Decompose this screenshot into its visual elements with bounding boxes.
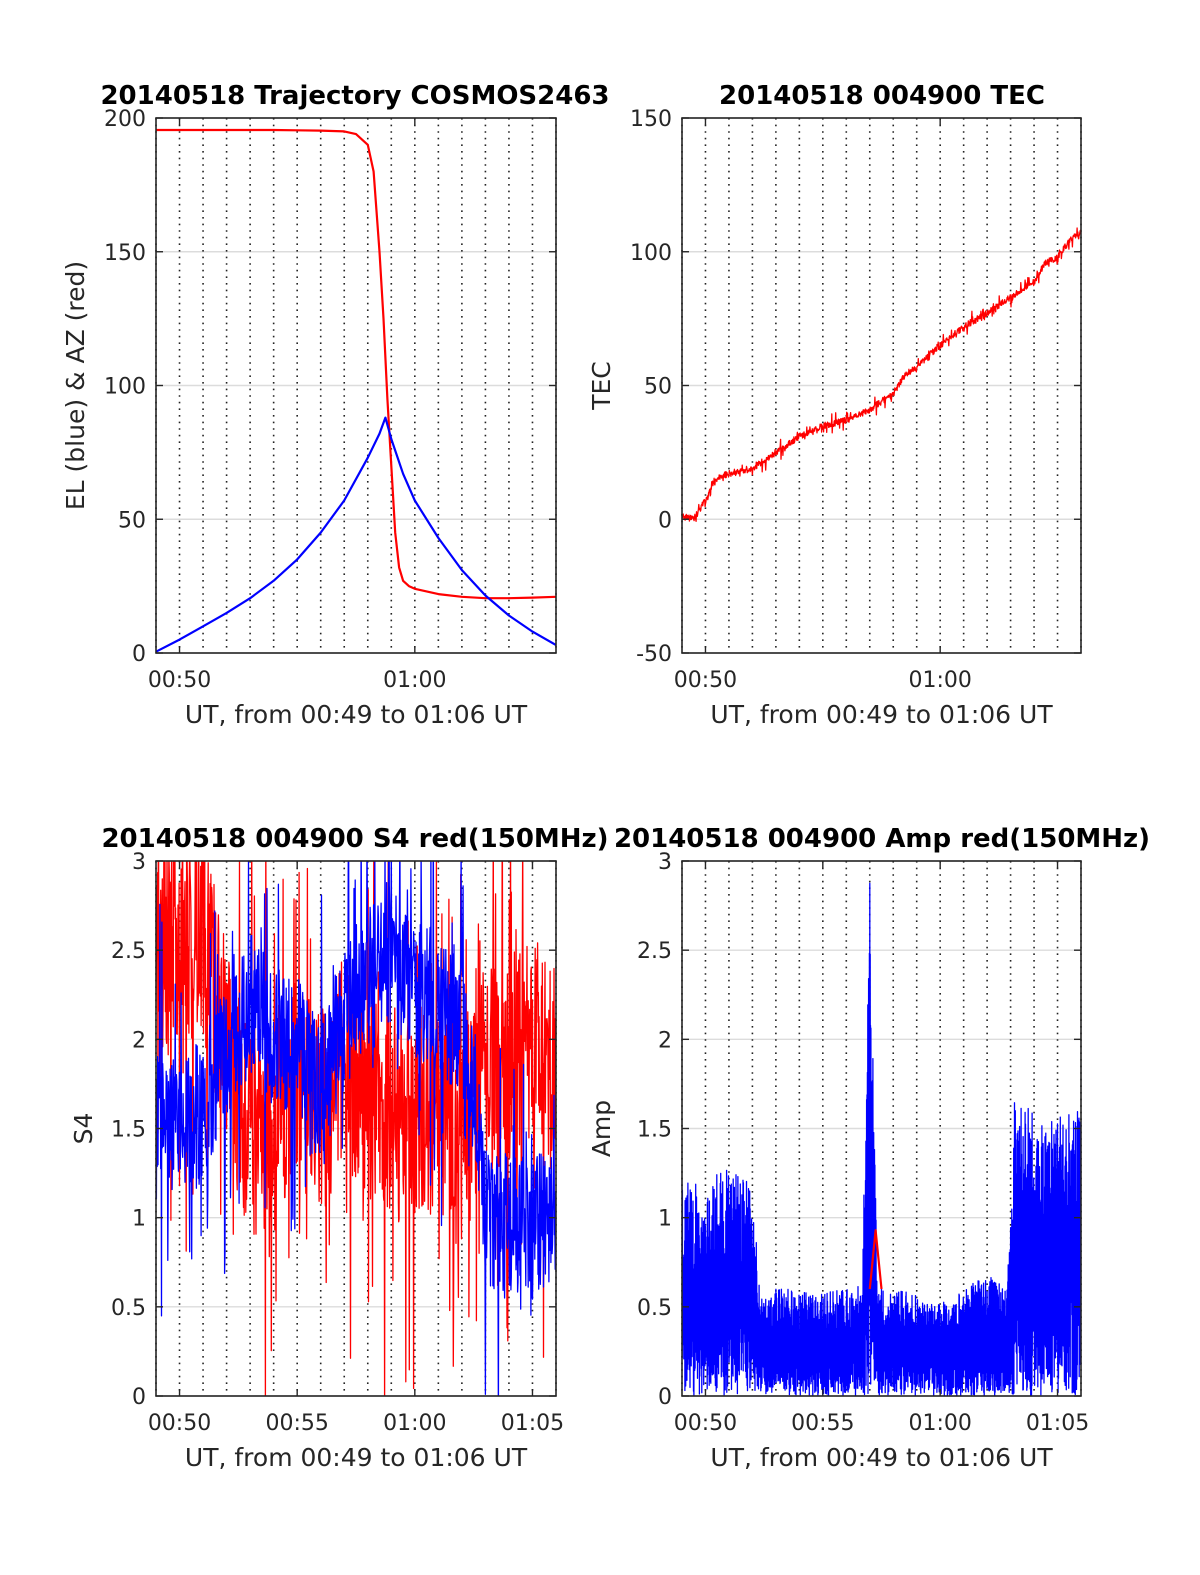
y-axis-label: TEC <box>587 361 616 411</box>
y-tick-label: 0 <box>132 642 146 667</box>
y-tick-label: 3 <box>658 850 672 875</box>
x-tick-label: 01:00 <box>383 1411 446 1436</box>
series-line <box>682 227 1081 523</box>
y-tick-label: 2 <box>132 1028 146 1053</box>
x-tick-label: 01:05 <box>501 1411 564 1436</box>
y-tick-label: 1 <box>132 1207 146 1232</box>
series-line <box>682 882 1081 1396</box>
x-tick-label: 01:00 <box>908 1411 971 1436</box>
tec-panel: -50 0 50 100 150 00:50 01:00 20140518 004900 TE… <box>587 81 1082 729</box>
y-tick-label: 2.5 <box>111 939 146 964</box>
x-axis-label: UT, from 00:49 to 01:06 UT <box>185 1443 528 1472</box>
y-tick-label: 100 <box>630 241 672 266</box>
y-tick-label: 2.5 <box>637 939 672 964</box>
x-tick-label: 01:00 <box>383 668 446 693</box>
x-tick-label: 01:00 <box>908 668 971 693</box>
y-axis-label: EL (blue) & AZ (red) <box>61 261 90 510</box>
y-axis-label: Amp <box>587 1100 616 1157</box>
y-tick-label: 0 <box>132 1385 146 1410</box>
amp-panel: 0 0.5 1 1.5 2 2.5 3 00:50 00:55 01:00 01:05 2014051… <box>587 824 1150 1472</box>
x-tick-label: 00:55 <box>791 1411 854 1436</box>
x-axis-label: UT, from 00:49 to 01:06 UT <box>185 700 528 729</box>
panel-title: 20140518 004900 TEC <box>719 81 1045 111</box>
y-tick-label: 0 <box>658 508 672 533</box>
y-tick-label: 150 <box>104 241 146 266</box>
y-tick-label: 150 <box>630 107 672 132</box>
series-line <box>156 861 556 1396</box>
y-tick-label: 50 <box>644 375 672 400</box>
panel-title: 20140518 Trajectory COSMOS2463 <box>100 81 609 111</box>
x-axis-label: UT, from 00:49 to 01:06 UT <box>710 700 1053 729</box>
y-tick-label: 200 <box>104 107 146 132</box>
x-tick-label: 00:50 <box>674 1411 737 1436</box>
trajectory-panel: 0 50 100 150 200 00:50 01:00 20140518 Trajector… <box>61 81 610 729</box>
x-tick-label: 00:55 <box>265 1411 328 1436</box>
y-tick-label: -50 <box>636 642 672 667</box>
y-tick-label: 1.5 <box>637 1118 672 1143</box>
y-tick-label: 0.5 <box>111 1296 146 1321</box>
x-tick-label: 00:50 <box>148 1411 211 1436</box>
y-tick-label: 50 <box>118 508 146 533</box>
y-tick-label: 3 <box>132 850 146 875</box>
y-tick-label: 1.5 <box>111 1118 146 1143</box>
panel-title: 20140518 004900 S4 red(150MHz) <box>101 824 608 854</box>
x-axis-label: UT, from 00:49 to 01:06 UT <box>710 1443 1053 1472</box>
series-line <box>156 128 556 600</box>
y-tick-label: 0.5 <box>637 1296 672 1321</box>
panel-title: 20140518 004900 Amp red(150MHz) <box>614 824 1150 854</box>
series-line <box>156 416 556 653</box>
series-line <box>868 1229 883 1290</box>
y-tick-label: 0 <box>658 1385 672 1410</box>
x-tick-label: 01:05 <box>1026 1411 1089 1436</box>
y-tick-label: 1 <box>658 1207 672 1232</box>
y-tick-label: 100 <box>104 375 146 400</box>
y-tick-label: 2 <box>658 1028 672 1053</box>
y-axis-label: S4 <box>69 1113 98 1145</box>
s4-panel: 0 0.5 1 1.5 2 2.5 3 00:50 00:55 01:00 01:05 2014051… <box>69 824 609 1472</box>
x-tick-label: 00:50 <box>674 668 737 693</box>
x-tick-label: 00:50 <box>148 668 211 693</box>
